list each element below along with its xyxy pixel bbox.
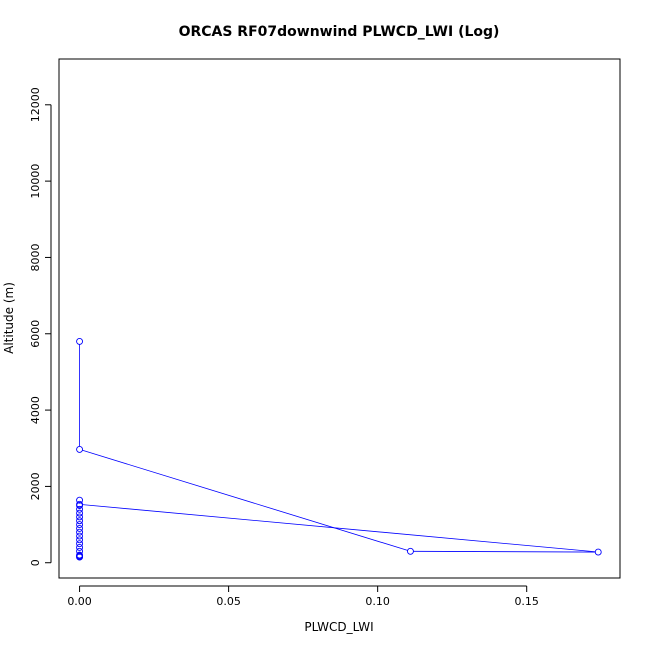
data-point — [76, 540, 84, 548]
data-point — [76, 513, 84, 521]
data-point — [76, 505, 84, 513]
y-tick-label: 10000 — [29, 164, 42, 199]
data-point — [76, 521, 84, 529]
data-point — [406, 547, 414, 555]
x-tick-label: 0.10 — [365, 595, 390, 608]
series-line-segment — [413, 550, 596, 553]
y-tick-label: 0 — [29, 559, 42, 566]
chart-title: ORCAS RF07downwind PLWCD_LWI (Log) — [179, 24, 500, 40]
series-layer — [76, 337, 602, 561]
y-axis-label: Altitude (m) — [2, 282, 16, 354]
data-point — [76, 445, 84, 453]
data-point — [76, 536, 84, 544]
data-point — [76, 553, 84, 561]
plot-frame — [58, 58, 621, 579]
data-point — [76, 496, 84, 504]
data-point — [76, 337, 84, 345]
data-point — [76, 517, 84, 525]
x-tick-label: 0.00 — [67, 595, 92, 608]
data-point — [76, 528, 84, 536]
y-axis: 0 2000 4000 6000 8000 10000 12000 — [29, 87, 52, 566]
y-tick-label: 6000 — [29, 320, 42, 348]
x-tick-label: 0.05 — [216, 595, 241, 608]
data-point — [76, 544, 84, 551]
series-line-segment — [82, 449, 408, 551]
x-tick-label: 0.15 — [514, 595, 539, 608]
y-tick-label: 8000 — [29, 243, 42, 271]
data-point — [76, 524, 84, 532]
y-tick-label: 4000 — [29, 396, 42, 424]
data-point — [76, 502, 84, 509]
data-point — [594, 548, 602, 556]
x-axis: 0.00 0.05 0.10 0.15 — [67, 585, 539, 608]
x-axis-label: PLWCD_LWI — [304, 620, 373, 634]
data-point — [76, 509, 84, 517]
y-tick-label: 2000 — [29, 472, 42, 500]
data-point — [76, 532, 84, 540]
y-tick-label: 12000 — [29, 87, 42, 122]
series-line-segment — [82, 504, 596, 553]
